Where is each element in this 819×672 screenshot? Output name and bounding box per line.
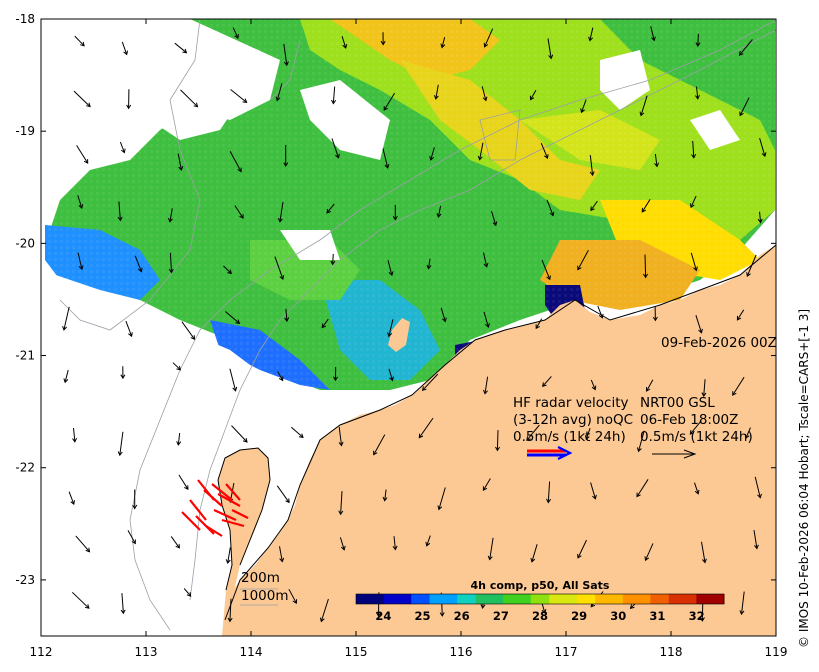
y-tick-label: -21 xyxy=(15,349,35,363)
nrt-legend-title: NRT00 GSL xyxy=(640,395,715,411)
colorbar-tick-label: 28 xyxy=(531,609,549,623)
colorbar-tick-label: 32 xyxy=(688,609,705,623)
depth-1000-label: 1000m xyxy=(241,588,289,604)
legend-arrows xyxy=(527,446,697,460)
x-tick-label: 119 xyxy=(765,645,788,659)
colorbar-tick-label: 26 xyxy=(453,609,470,623)
x-tick-label: 115 xyxy=(345,645,368,659)
x-tick-label: 118 xyxy=(660,645,683,659)
hf-legend-scale: 0.5m/s (1kt 24h) xyxy=(513,429,626,445)
x-tick-label: 112 xyxy=(30,645,53,659)
colorbar-title: 4h comp, p50, All Sats xyxy=(470,579,610,592)
credit-text: © IMOS 10-Feb-2026 06:04 Hobart; Tscale=… xyxy=(797,308,811,648)
colorbar-tick-label: 27 xyxy=(492,609,509,623)
colorbar-tick-label: 31 xyxy=(649,609,666,623)
land-peninsula xyxy=(218,448,270,636)
colorbar-tick-label: 29 xyxy=(571,609,588,623)
hf-radar-arrows xyxy=(181,479,249,537)
land xyxy=(222,245,776,636)
hf-legend-title: HF radar velocity xyxy=(513,395,629,411)
y-tick-label: -23 xyxy=(15,573,35,587)
bathymetry-contours xyxy=(59,19,776,631)
depth-200-label: 200m xyxy=(241,570,280,586)
x-tick-label: 114 xyxy=(240,645,263,659)
nrt-legend-scale: 0.5m/s (1kt 24h) xyxy=(640,429,753,445)
colorbar-tick-label: 30 xyxy=(610,609,627,623)
model-current-arrows xyxy=(62,26,767,623)
x-tick-label: 117 xyxy=(555,645,578,659)
x-tick-label: 113 xyxy=(135,645,158,659)
colorbar-tick-label: 24 xyxy=(375,609,392,623)
nrt-legend-date: 06-Feb 18:00Z xyxy=(640,412,739,428)
colorbar xyxy=(355,593,725,605)
island xyxy=(388,318,410,352)
y-tick-label: -18 xyxy=(15,12,35,26)
plot-frame xyxy=(40,18,777,637)
x-tick-label: 116 xyxy=(450,645,473,659)
colorbar-tick-label: 25 xyxy=(414,609,431,623)
hf-legend-avg: (3-12h avg) noQC xyxy=(513,412,634,428)
y-tick-label: -22 xyxy=(15,461,35,475)
y-tick-label: -19 xyxy=(15,124,35,138)
date-label: 09-Feb-2026 00Z xyxy=(661,335,777,351)
y-tick-label: -20 xyxy=(15,236,35,250)
